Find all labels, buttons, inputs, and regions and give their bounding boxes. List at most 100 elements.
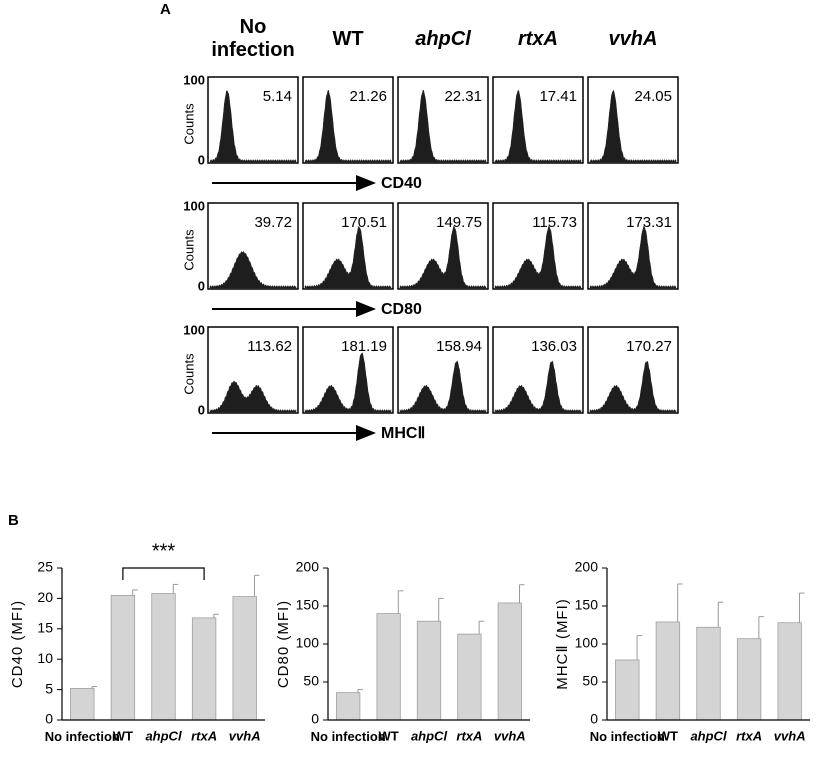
marker-label: MHCⅡ	[381, 425, 425, 442]
histogram	[209, 250, 297, 289]
x-tick-label: WT	[113, 728, 133, 743]
y-tick-label: 0	[590, 711, 598, 727]
bar	[416, 620, 442, 721]
y-tick-label: 100	[183, 72, 205, 87]
y-tick-label: 0	[311, 711, 319, 727]
y-tick-label: 0	[198, 402, 205, 417]
bar	[655, 621, 681, 721]
x-tick-label: vvhA	[229, 728, 261, 743]
histogram-frame	[302, 76, 394, 164]
x-tick-label: vvhA	[494, 728, 526, 743]
column-header: vvhA	[608, 27, 658, 50]
y-axis-label: Counts	[181, 353, 196, 395]
mfi-value: 170.27	[626, 338, 672, 355]
mfi-value: 24.05	[634, 88, 672, 105]
mfi-value: 149.75	[436, 214, 482, 231]
y-tick-label: 50	[582, 673, 598, 689]
column-header: ahpCl	[415, 27, 471, 50]
x-tick-label: vvhA	[774, 728, 806, 743]
mfi-value: 136.03	[531, 338, 577, 355]
y-tick-label: 25	[37, 559, 53, 575]
x-tick-label: rtxA	[456, 728, 482, 743]
bar	[336, 692, 361, 721]
mfi-value: 39.72	[254, 214, 292, 231]
x-tick-label: WT	[378, 728, 398, 743]
significance-bracket	[122, 567, 205, 580]
significance-label: ***	[152, 540, 176, 562]
mfi-value: 113.62	[247, 338, 292, 355]
bar	[151, 593, 176, 721]
mfi-value: 181.19	[341, 338, 387, 355]
y-axis-label: CD80 (MFI)	[275, 600, 292, 688]
histogram-frame	[492, 202, 584, 290]
mfi-value: 115.73	[532, 214, 577, 231]
bar	[376, 613, 401, 721]
y-tick-label: 0	[198, 152, 205, 167]
y-tick-label: 20	[37, 589, 53, 605]
bar	[615, 659, 640, 721]
column-header: rtxA	[517, 27, 558, 50]
histogram	[399, 89, 487, 163]
bar	[191, 617, 217, 721]
histogram	[494, 89, 582, 163]
histogram	[209, 90, 297, 163]
histogram-frame	[302, 326, 394, 414]
x-tick-label: rtxA	[736, 728, 762, 743]
histogram	[304, 352, 392, 413]
mfi-value: 21.26	[349, 88, 387, 105]
y-tick-label: 200	[296, 559, 320, 575]
bar	[70, 687, 95, 721]
panel-label: A	[160, 1, 171, 18]
mfi-value: 17.41	[539, 88, 577, 105]
column-header: WT	[332, 27, 364, 50]
y-tick-label: 5	[45, 680, 53, 696]
histogram-frame	[587, 202, 679, 290]
histogram	[209, 380, 297, 413]
y-tick-label: 100	[296, 635, 320, 651]
mfi-value: 170.51	[341, 214, 387, 231]
y-tick-label: 100	[183, 322, 205, 337]
histogram	[304, 90, 392, 163]
histogram-frame	[587, 76, 679, 164]
histogram	[589, 89, 677, 163]
histogram	[399, 225, 487, 289]
mfi-value: 173.31	[626, 214, 672, 231]
histogram	[399, 360, 487, 413]
x-tick-label: WT	[658, 728, 678, 743]
x-tick-label: No infection	[44, 729, 120, 744]
x-tick-label: No infection	[589, 729, 665, 744]
x-tick-label: No infection	[310, 729, 386, 744]
histogram-frame	[492, 76, 584, 164]
histogram-frame	[207, 326, 299, 414]
histogram-frame	[302, 202, 394, 290]
x-tick-label: ahpCl	[690, 728, 727, 743]
y-tick-label: 10	[37, 650, 53, 666]
x-tick-label: rtxA	[191, 728, 217, 743]
y-axis-label: Counts	[181, 229, 196, 271]
y-tick-label: 150	[296, 597, 320, 613]
histogram-frame	[397, 326, 489, 414]
histogram-frame	[397, 76, 489, 164]
y-tick-label: 0	[45, 711, 53, 727]
mfi-value: 22.31	[444, 88, 482, 105]
histogram-frame	[587, 326, 679, 414]
histogram-frame	[207, 76, 299, 164]
marker-label: CD40	[381, 175, 422, 192]
bar	[457, 633, 482, 721]
histogram-frame	[397, 202, 489, 290]
bar	[497, 602, 522, 721]
bar	[232, 596, 257, 721]
marker-label: CD80	[381, 301, 422, 318]
mfi-value: 158.94	[436, 338, 482, 355]
histogram-frame	[207, 202, 299, 290]
bar	[696, 626, 721, 721]
mfi-value: 5.14	[263, 88, 292, 105]
bar	[736, 638, 762, 721]
y-tick-label: 0	[198, 278, 205, 293]
y-tick-label: 50	[303, 673, 319, 689]
x-tick-label: ahpCl	[411, 728, 448, 743]
histogram	[589, 225, 677, 289]
y-axis-label: Counts	[181, 103, 196, 145]
